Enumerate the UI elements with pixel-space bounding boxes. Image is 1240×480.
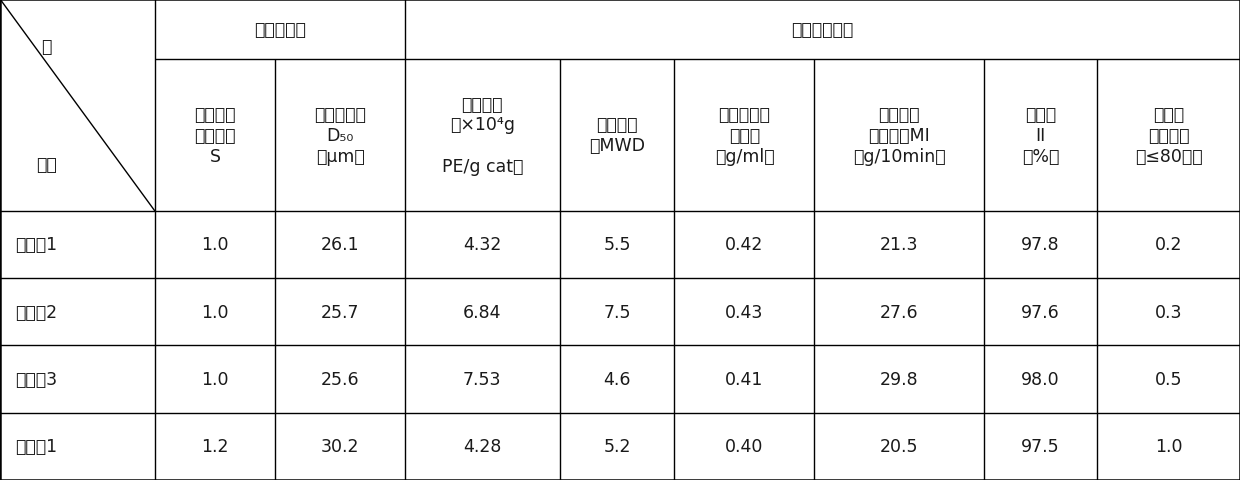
Text: 97.5: 97.5 — [1021, 437, 1060, 456]
Text: 0.3: 0.3 — [1154, 303, 1182, 321]
Text: 7.5: 7.5 — [604, 303, 631, 321]
Text: 对比例1: 对比例1 — [15, 437, 57, 456]
Text: 7.53: 7.53 — [463, 370, 501, 388]
Text: 分子量分
布MWD: 分子量分 布MWD — [589, 116, 645, 155]
Text: 4.6: 4.6 — [604, 370, 631, 388]
Text: 催化剂颗
粒球形度
S: 催化剂颗 粒球形度 S — [195, 106, 236, 165]
Text: 实施例2: 实施例2 — [15, 303, 57, 321]
Text: 30.2: 30.2 — [321, 437, 360, 456]
Text: 实施例3: 实施例3 — [15, 370, 57, 388]
Text: 丙烯聚合评价: 丙烯聚合评价 — [791, 21, 853, 39]
Text: 0.40: 0.40 — [725, 437, 764, 456]
Text: 6.84: 6.84 — [463, 303, 501, 321]
Text: 97.8: 97.8 — [1021, 236, 1060, 254]
Text: 29.8: 29.8 — [879, 370, 919, 388]
Text: 0.5: 0.5 — [1154, 370, 1182, 388]
Text: 0.43: 0.43 — [725, 303, 764, 321]
Text: 25.6: 25.6 — [321, 370, 360, 388]
Text: 4.32: 4.32 — [463, 236, 501, 254]
Text: 等规度
II
（%）: 等规度 II （%） — [1022, 106, 1059, 165]
Text: 21.3: 21.3 — [880, 236, 919, 254]
Text: 聚合物
细粉含量
（≤80目）: 聚合物 细粉含量 （≤80目） — [1135, 106, 1203, 165]
Text: 聚合粉料
熔融指数MI
（g/10min）: 聚合粉料 熔融指数MI （g/10min） — [853, 106, 945, 165]
Text: 实施例1: 实施例1 — [15, 236, 57, 254]
Text: 4.28: 4.28 — [463, 437, 501, 456]
Text: 26.1: 26.1 — [321, 236, 360, 254]
Text: 实: 实 — [41, 37, 52, 56]
Text: 97.6: 97.6 — [1021, 303, 1060, 321]
Text: 催化剂性能: 催化剂性能 — [254, 21, 306, 39]
Text: 1.0: 1.0 — [201, 303, 228, 321]
Text: 聚合粉料堆
积密度
（g/ml）: 聚合粉料堆 积密度 （g/ml） — [714, 106, 774, 165]
Text: 0.2: 0.2 — [1154, 236, 1182, 254]
Text: 98.0: 98.0 — [1021, 370, 1060, 388]
Text: 5.2: 5.2 — [604, 437, 631, 456]
Text: 25.7: 25.7 — [321, 303, 360, 321]
Text: 1.2: 1.2 — [201, 437, 228, 456]
Text: 5.5: 5.5 — [604, 236, 631, 254]
Text: 施例: 施例 — [36, 156, 57, 174]
Text: 27.6: 27.6 — [879, 303, 919, 321]
Text: 0.42: 0.42 — [725, 236, 764, 254]
Text: 1.0: 1.0 — [201, 370, 228, 388]
Text: 催化剂颗粒
D₅₀
（μm）: 催化剂颗粒 D₅₀ （μm） — [314, 106, 366, 165]
Text: 1.0: 1.0 — [201, 236, 228, 254]
Text: 0.41: 0.41 — [725, 370, 764, 388]
Text: 1.0: 1.0 — [1154, 437, 1182, 456]
Text: 聚合活性
（×10⁴g

PE/g cat）: 聚合活性 （×10⁴g PE/g cat） — [441, 96, 523, 176]
Text: 20.5: 20.5 — [880, 437, 919, 456]
